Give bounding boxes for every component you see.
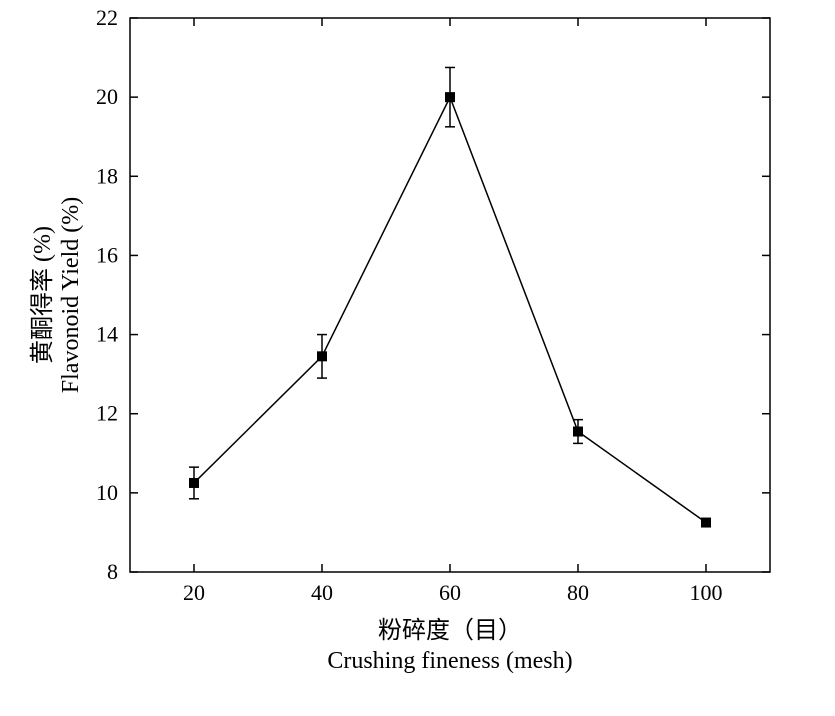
y-tick-label: 20 — [96, 84, 118, 109]
x-axis-label-cn: 粉碎度（目） — [378, 617, 522, 644]
y-tick-label: 18 — [96, 163, 118, 188]
x-tick-label: 60 — [439, 580, 461, 605]
x-tick-label: 80 — [567, 580, 589, 605]
chart-container: 20 40 60 80 100 8 10 12 14 16 18 20 22 粉碎度（目） Crushing… — [0, 0, 835, 711]
y-axis-label-en: Flavonoid Yield (%) — [58, 197, 84, 393]
chart-svg: 20 40 60 80 100 8 10 12 14 16 18 20 22 粉碎度（目） Crushing… — [0, 0, 835, 711]
data-marker — [701, 518, 711, 528]
x-tick-label: 20 — [183, 580, 205, 605]
x-tick-label: 100 — [690, 580, 723, 605]
x-tick-label: 40 — [311, 580, 333, 605]
data-marker — [189, 478, 199, 488]
y-tick-label: 16 — [96, 242, 118, 267]
data-marker — [573, 427, 583, 437]
data-series-line — [194, 97, 706, 522]
y-tick-label: 10 — [96, 480, 118, 505]
data-marker — [317, 351, 327, 361]
x-axis-label-en: Crushing fineness (mesh) — [327, 648, 572, 674]
y-tick-label: 14 — [96, 322, 118, 347]
y-axis-label-cn: 黄酮得率 (%) — [29, 226, 56, 364]
data-marker — [445, 92, 455, 102]
y-tick-label: 8 — [107, 559, 118, 584]
y-tick-label: 22 — [96, 5, 118, 30]
y-tick-label: 12 — [96, 401, 118, 426]
